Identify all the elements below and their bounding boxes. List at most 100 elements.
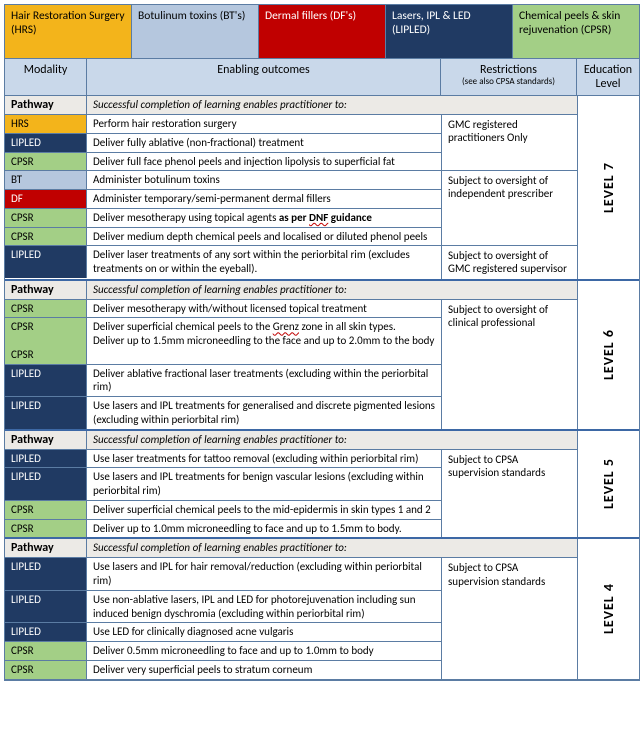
pathway-text: Successful completion of learning enable… xyxy=(87,539,577,557)
outcome-cell: Deliver mesotherapy with/without license… xyxy=(87,300,441,318)
outcome-cell: Perform hair restoration surgery xyxy=(87,115,441,133)
table-row: LIPLEDUse lasers and IPL treatments for … xyxy=(5,397,441,429)
table-row: CPSRDeliver mesotherapy using topical ag… xyxy=(5,209,441,228)
outcome-cell: Deliver fully ablative (non-fractional) … xyxy=(87,134,441,152)
modality-cell: CPSR xyxy=(5,300,87,318)
table-row: BTAdminister botulinum toxins xyxy=(5,171,441,190)
modality-cell: CPSR xyxy=(5,228,87,246)
outcome-cell: Use non-ablative lasers, IPL and LED for… xyxy=(87,591,441,623)
table-row: CPSRDeliver superficial chemical peels t… xyxy=(5,501,441,520)
legend-cpsr: Chemical peels & skin rejuvenation (CPSR… xyxy=(513,5,639,59)
pathway-row: PathwaySuccessful completion of learning… xyxy=(5,431,577,450)
restriction-group: CPSRDeliver mesotherapy with/without lic… xyxy=(5,300,577,429)
legend-hrs: Hair Restoration Surgery (HRS) xyxy=(5,5,132,59)
outcome-cell: Use lasers and IPL treatments for genera… xyxy=(87,397,441,429)
outcome-cell: Deliver full face phenol peels and injec… xyxy=(87,153,441,171)
outcome-cell: Use LED for clinically diagnosed acne vu… xyxy=(87,623,441,641)
modality-cell: LIPLED xyxy=(5,468,87,500)
modality-cell: CPSR xyxy=(5,153,87,171)
restriction-cell: Subject to CPSA supervision standards xyxy=(441,558,577,678)
pathway-row: PathwaySuccessful completion of learning… xyxy=(5,539,577,558)
pathway-text: Successful completion of learning enable… xyxy=(87,96,577,114)
pathway-label: Pathway xyxy=(5,96,87,114)
modality-cell: LIPLED xyxy=(5,397,87,429)
education-level: LEVEL 5 xyxy=(577,431,639,538)
level-block: PathwaySuccessful completion of learning… xyxy=(5,431,639,540)
table-row: CPSRDeliver full face phenol peels and i… xyxy=(5,153,441,171)
modality-cell: CPSR xyxy=(5,209,87,227)
modality-cell: BT xyxy=(5,171,87,189)
pathway-text: Successful completion of learning enable… xyxy=(87,281,577,299)
outcome-cell: Deliver superficial chemical peels to th… xyxy=(87,318,441,363)
outcome-cell: Deliver laser treatments of any sort wit… xyxy=(87,246,441,278)
pathway-label: Pathway xyxy=(5,431,87,449)
header-restrictions: Restrictions (see also CPSA standards) xyxy=(441,59,577,95)
outcome-cell: Use laser treatments for tattoo removal … xyxy=(87,450,441,468)
modality-cell: CPSR xyxy=(5,520,87,538)
table-row: CPSRDeliver medium depth chemical peels … xyxy=(5,228,441,246)
restriction-group: LIPLEDDeliver laser treatments of any so… xyxy=(5,246,577,278)
legend-bt: Botulinum toxins (BT's) xyxy=(132,5,259,59)
header-education: Education Level xyxy=(577,59,639,95)
modality-cell: DF xyxy=(5,190,87,208)
modality-cell: LIPLED xyxy=(5,246,87,278)
pathway-label: Pathway xyxy=(5,281,87,299)
modality-cell: LIPLED xyxy=(5,623,87,641)
legend-lipled: Lasers, IPL & LED (LIPLED) xyxy=(386,5,513,59)
restriction-cell: GMC registered practitioners Only xyxy=(441,115,577,170)
table-row: DFAdminister temporary/semi-permanent de… xyxy=(5,190,441,209)
modality-cell: LIPLED xyxy=(5,591,87,623)
pathway-label: Pathway xyxy=(5,539,87,557)
legend-df: Dermal fillers (DF's) xyxy=(259,5,386,59)
modality-cell: CPSR xyxy=(5,501,87,519)
table-row: CPSRDeliver up to 1.0mm microneedling to… xyxy=(5,520,441,538)
restriction-group: LIPLEDUse laser treatments for tattoo re… xyxy=(5,450,577,538)
table-row: CPSRDeliver 0.5mm microneedling to face … xyxy=(5,642,441,661)
education-level: LEVEL 4 xyxy=(577,539,639,678)
table-row: LIPLEDDeliver fully ablative (non-fracti… xyxy=(5,134,441,153)
restriction-cell: Subject to oversight of independent pres… xyxy=(441,171,577,245)
restriction-cell: Subject to oversight of clinical profess… xyxy=(441,300,577,429)
education-level-label: LEVEL 6 xyxy=(600,329,617,380)
outcome-cell: Deliver up to 1.0mm microneedling to fac… xyxy=(87,520,441,538)
outcome-cell: Deliver medium depth chemical peels and … xyxy=(87,228,441,246)
education-level-label: LEVEL 4 xyxy=(600,583,617,634)
header-row: Modality Enabling outcomes Restrictions … xyxy=(5,59,639,96)
outcome-cell: Deliver 0.5mm microneedling to face and … xyxy=(87,642,441,660)
education-level-label: LEVEL 5 xyxy=(600,458,617,509)
outcome-cell: Deliver superficial chemical peels to th… xyxy=(87,501,441,519)
pathway-text: Successful completion of learning enable… xyxy=(87,431,577,449)
outcome-cell: Administer botulinum toxins xyxy=(87,171,441,189)
pathway-row: PathwaySuccessful completion of learning… xyxy=(5,281,577,300)
table-row: LIPLEDDeliver ablative fractional laser … xyxy=(5,365,441,398)
restriction-cell: Subject to CPSA supervision standards xyxy=(441,450,577,538)
table-row: HRSPerform hair restoration surgery xyxy=(5,115,441,134)
modality-cell: LIPLED xyxy=(5,134,87,152)
table-row: LIPLEDUse lasers and IPL treatments for … xyxy=(5,468,441,501)
header-modality: Modality xyxy=(5,59,87,95)
modality-cell: CPSR xyxy=(5,642,87,660)
level-block: PathwaySuccessful completion of learning… xyxy=(5,96,639,281)
level-block: PathwaySuccessful completion of learning… xyxy=(5,281,639,431)
modality-cell: LIPLED xyxy=(5,558,87,590)
framework-table: Hair Restoration Surgery (HRS)Botulinum … xyxy=(4,4,640,681)
education-level-label: LEVEL 7 xyxy=(600,162,617,213)
restriction-group: LIPLEDUse lasers and IPL for hair remova… xyxy=(5,558,577,678)
legend-row: Hair Restoration Surgery (HRS)Botulinum … xyxy=(5,5,639,59)
outcome-cell: Deliver ablative fractional laser treatm… xyxy=(87,365,441,397)
modality-cell: CPSR xyxy=(5,661,87,679)
table-row: LIPLEDUse laser treatments for tattoo re… xyxy=(5,450,441,469)
table-row: LIPLEDUse non-ablative lasers, IPL and L… xyxy=(5,591,441,624)
outcome-cell: Deliver very superficial peels to stratu… xyxy=(87,661,441,679)
outcome-cell: Use lasers and IPL for hair removal/redu… xyxy=(87,558,441,590)
modality-cell: HRS xyxy=(5,115,87,133)
outcome-cell: Use lasers and IPL treatments for benign… xyxy=(87,468,441,500)
header-restrictions-label: Restrictions xyxy=(480,63,537,77)
table-row: LIPLEDUse lasers and IPL for hair remova… xyxy=(5,558,441,591)
outcome-cell: Administer temporary/semi-permanent derm… xyxy=(87,190,441,208)
restriction-cell: Subject to oversight of GMC registered s… xyxy=(441,246,577,278)
restriction-group: HRSPerform hair restoration surgeryLIPLE… xyxy=(5,115,577,171)
education-level: LEVEL 6 xyxy=(577,281,639,429)
level-block: PathwaySuccessful completion of learning… xyxy=(5,539,639,679)
education-level: LEVEL 7 xyxy=(577,96,639,279)
